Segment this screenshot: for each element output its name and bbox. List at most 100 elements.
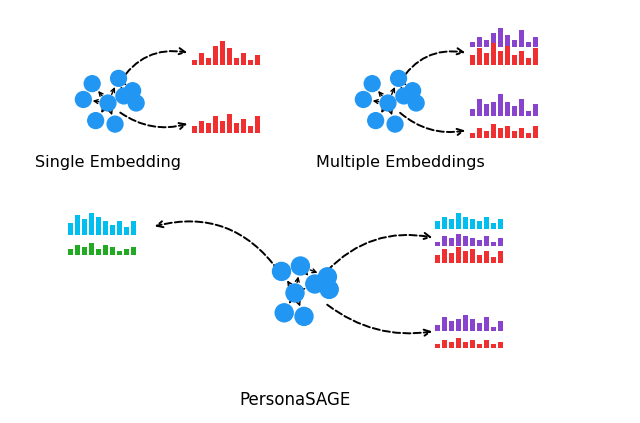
Bar bbox=[96, 217, 101, 235]
Circle shape bbox=[76, 91, 92, 107]
Bar bbox=[131, 247, 136, 255]
Bar bbox=[206, 124, 211, 133]
Bar bbox=[477, 344, 482, 348]
Bar bbox=[470, 55, 475, 65]
Bar bbox=[519, 99, 524, 116]
Circle shape bbox=[88, 113, 104, 129]
Bar bbox=[533, 104, 538, 116]
Bar bbox=[234, 58, 239, 65]
Bar bbox=[241, 53, 246, 65]
Bar bbox=[526, 42, 531, 47]
Bar bbox=[435, 325, 440, 331]
Bar bbox=[199, 53, 204, 65]
Bar bbox=[456, 234, 461, 246]
Bar bbox=[456, 338, 461, 348]
Circle shape bbox=[368, 113, 383, 129]
Bar bbox=[484, 217, 489, 229]
Bar bbox=[96, 249, 101, 255]
Bar bbox=[470, 319, 475, 331]
Circle shape bbox=[295, 308, 313, 325]
Bar bbox=[442, 317, 447, 331]
Bar bbox=[491, 223, 496, 229]
Bar bbox=[477, 255, 482, 263]
Bar bbox=[82, 219, 87, 235]
Bar bbox=[213, 46, 218, 65]
Circle shape bbox=[116, 88, 132, 104]
Bar bbox=[248, 60, 253, 65]
Bar bbox=[435, 344, 440, 348]
Bar bbox=[491, 344, 496, 348]
Bar bbox=[227, 114, 232, 133]
Bar bbox=[435, 221, 440, 229]
Bar bbox=[124, 249, 129, 255]
Bar bbox=[456, 247, 461, 263]
Bar bbox=[491, 102, 496, 116]
Bar bbox=[456, 213, 461, 229]
Bar bbox=[103, 245, 108, 255]
Bar bbox=[449, 342, 454, 348]
Bar bbox=[75, 245, 80, 255]
Bar bbox=[491, 124, 496, 138]
Bar bbox=[110, 225, 115, 235]
Circle shape bbox=[408, 95, 424, 111]
Bar bbox=[192, 60, 197, 65]
Bar bbox=[82, 247, 87, 255]
Bar bbox=[199, 121, 204, 133]
Circle shape bbox=[286, 284, 304, 302]
Circle shape bbox=[364, 76, 380, 91]
Bar bbox=[449, 238, 454, 246]
Bar bbox=[491, 242, 496, 246]
Bar bbox=[255, 55, 260, 65]
Bar bbox=[449, 219, 454, 229]
Circle shape bbox=[380, 95, 396, 111]
Text: Multiple Embeddings: Multiple Embeddings bbox=[316, 155, 484, 170]
Bar bbox=[491, 33, 496, 47]
Bar bbox=[484, 104, 489, 116]
Circle shape bbox=[291, 257, 309, 275]
Bar bbox=[491, 44, 496, 65]
Bar bbox=[484, 317, 489, 331]
Bar bbox=[234, 124, 239, 133]
Bar bbox=[117, 251, 122, 255]
Bar bbox=[526, 58, 531, 65]
Bar bbox=[470, 238, 475, 246]
Bar bbox=[505, 126, 510, 138]
Bar bbox=[505, 102, 510, 116]
Bar bbox=[519, 51, 524, 65]
Bar bbox=[484, 340, 489, 348]
Bar bbox=[498, 321, 503, 331]
Bar bbox=[220, 41, 225, 65]
Bar bbox=[477, 99, 482, 116]
Bar bbox=[470, 133, 475, 138]
Bar bbox=[248, 126, 253, 133]
Bar bbox=[463, 217, 468, 229]
Bar bbox=[470, 219, 475, 229]
Bar bbox=[484, 251, 489, 263]
Circle shape bbox=[275, 304, 293, 322]
Circle shape bbox=[107, 116, 123, 132]
Bar bbox=[442, 340, 447, 348]
Bar bbox=[498, 251, 503, 263]
Bar bbox=[498, 28, 503, 47]
Bar bbox=[220, 121, 225, 133]
Bar bbox=[477, 323, 482, 331]
Bar bbox=[498, 51, 503, 65]
Bar bbox=[498, 129, 503, 138]
Circle shape bbox=[84, 76, 100, 91]
Bar bbox=[442, 236, 447, 246]
Bar bbox=[477, 240, 482, 246]
Bar bbox=[519, 129, 524, 138]
Bar bbox=[512, 107, 517, 116]
Bar bbox=[491, 257, 496, 263]
Circle shape bbox=[273, 262, 291, 280]
Bar bbox=[463, 236, 468, 246]
Bar bbox=[442, 217, 447, 229]
Bar bbox=[526, 111, 531, 116]
Bar bbox=[241, 118, 246, 133]
Bar bbox=[435, 242, 440, 246]
Bar bbox=[110, 247, 115, 255]
Bar bbox=[477, 37, 482, 47]
Bar bbox=[491, 327, 496, 331]
Circle shape bbox=[390, 71, 406, 86]
Bar bbox=[192, 126, 197, 133]
